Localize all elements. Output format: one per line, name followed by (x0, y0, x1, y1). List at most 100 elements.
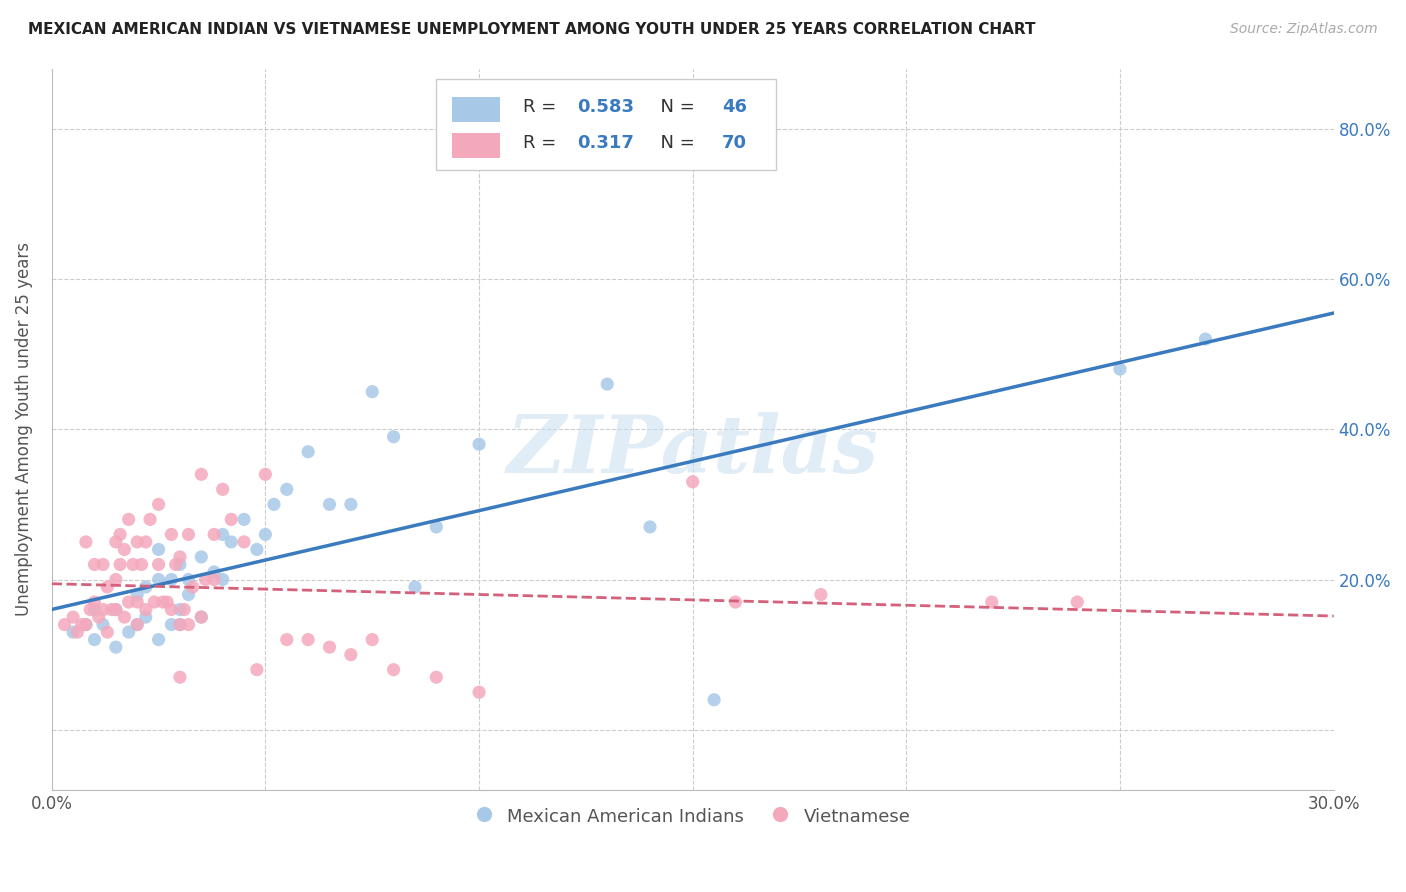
Text: N =: N = (650, 134, 700, 152)
Text: R =: R = (523, 134, 562, 152)
Point (143, 595, 166, 609)
Point (638, 520, 661, 534)
Point (1109, 362, 1132, 376)
Point (318, 497, 340, 511)
Text: 70: 70 (723, 134, 747, 152)
Point (75, 617, 97, 632)
Point (169, 602, 191, 616)
Point (135, 580, 157, 594)
Point (75, 535, 97, 549)
Point (297, 444, 319, 458)
Point (160, 617, 183, 632)
Point (177, 588, 200, 602)
Point (148, 542, 170, 557)
Point (219, 512, 242, 526)
Point (169, 617, 191, 632)
Point (980, 595, 1002, 609)
Point (246, 542, 269, 557)
Text: 0.583: 0.583 (578, 98, 634, 116)
Point (160, 573, 183, 587)
Point (87, 610, 110, 624)
Point (112, 542, 135, 557)
Point (112, 610, 135, 624)
Point (148, 573, 170, 587)
Point (91, 602, 114, 616)
Point (596, 377, 619, 392)
Point (127, 535, 149, 549)
Point (53, 617, 76, 632)
Point (169, 549, 191, 564)
Point (83, 632, 105, 647)
Text: Source: ZipAtlas.com: Source: ZipAtlas.com (1230, 22, 1378, 37)
Point (160, 602, 183, 616)
Point (211, 573, 233, 587)
Point (254, 467, 277, 482)
Point (127, 617, 149, 632)
Point (104, 535, 127, 549)
Point (66, 625, 89, 640)
Point (83, 595, 105, 609)
Point (122, 558, 145, 572)
Point (152, 595, 174, 609)
Point (148, 497, 170, 511)
Point (361, 632, 384, 647)
Point (194, 573, 217, 587)
Point (104, 602, 127, 616)
Point (75, 617, 97, 632)
Point (202, 573, 225, 587)
Point (703, 692, 725, 706)
Point (810, 588, 832, 602)
Point (83, 602, 105, 616)
Point (177, 527, 200, 541)
Text: N =: N = (650, 98, 700, 116)
Point (177, 617, 200, 632)
Point (1066, 595, 1088, 609)
Point (468, 437, 491, 451)
Point (135, 602, 157, 616)
Point (100, 602, 122, 616)
Point (148, 558, 170, 572)
Point (169, 617, 191, 632)
Point (118, 512, 141, 526)
Point (404, 580, 426, 594)
Point (83, 558, 105, 572)
Point (108, 558, 131, 572)
Point (96, 625, 118, 640)
Point (263, 497, 285, 511)
Point (104, 573, 127, 587)
Point (468, 685, 491, 699)
Point (276, 632, 298, 647)
Bar (436, 79, 776, 169)
Point (318, 640, 340, 654)
Point (340, 648, 363, 662)
Point (190, 610, 212, 624)
Point (127, 617, 149, 632)
Point (425, 520, 447, 534)
Point (1194, 332, 1216, 346)
Point (233, 535, 256, 549)
Point (118, 625, 141, 640)
Point (202, 565, 225, 579)
Point (70, 617, 93, 632)
Point (118, 595, 141, 609)
Point (246, 663, 269, 677)
Point (127, 588, 149, 602)
Bar (451, 96, 501, 122)
Y-axis label: Unemployment Among Youth under 25 years: Unemployment Among Youth under 25 years (15, 243, 32, 616)
Text: 0.317: 0.317 (578, 134, 634, 152)
Bar (451, 133, 501, 158)
Point (177, 573, 200, 587)
Point (108, 527, 131, 541)
Point (211, 483, 233, 497)
Point (724, 595, 747, 609)
Point (91, 558, 114, 572)
Point (181, 580, 204, 594)
Point (382, 663, 405, 677)
Point (160, 527, 183, 541)
Point (340, 497, 363, 511)
Point (682, 475, 704, 489)
Point (361, 384, 384, 399)
Point (169, 558, 191, 572)
Point (254, 527, 277, 541)
Point (135, 610, 157, 624)
